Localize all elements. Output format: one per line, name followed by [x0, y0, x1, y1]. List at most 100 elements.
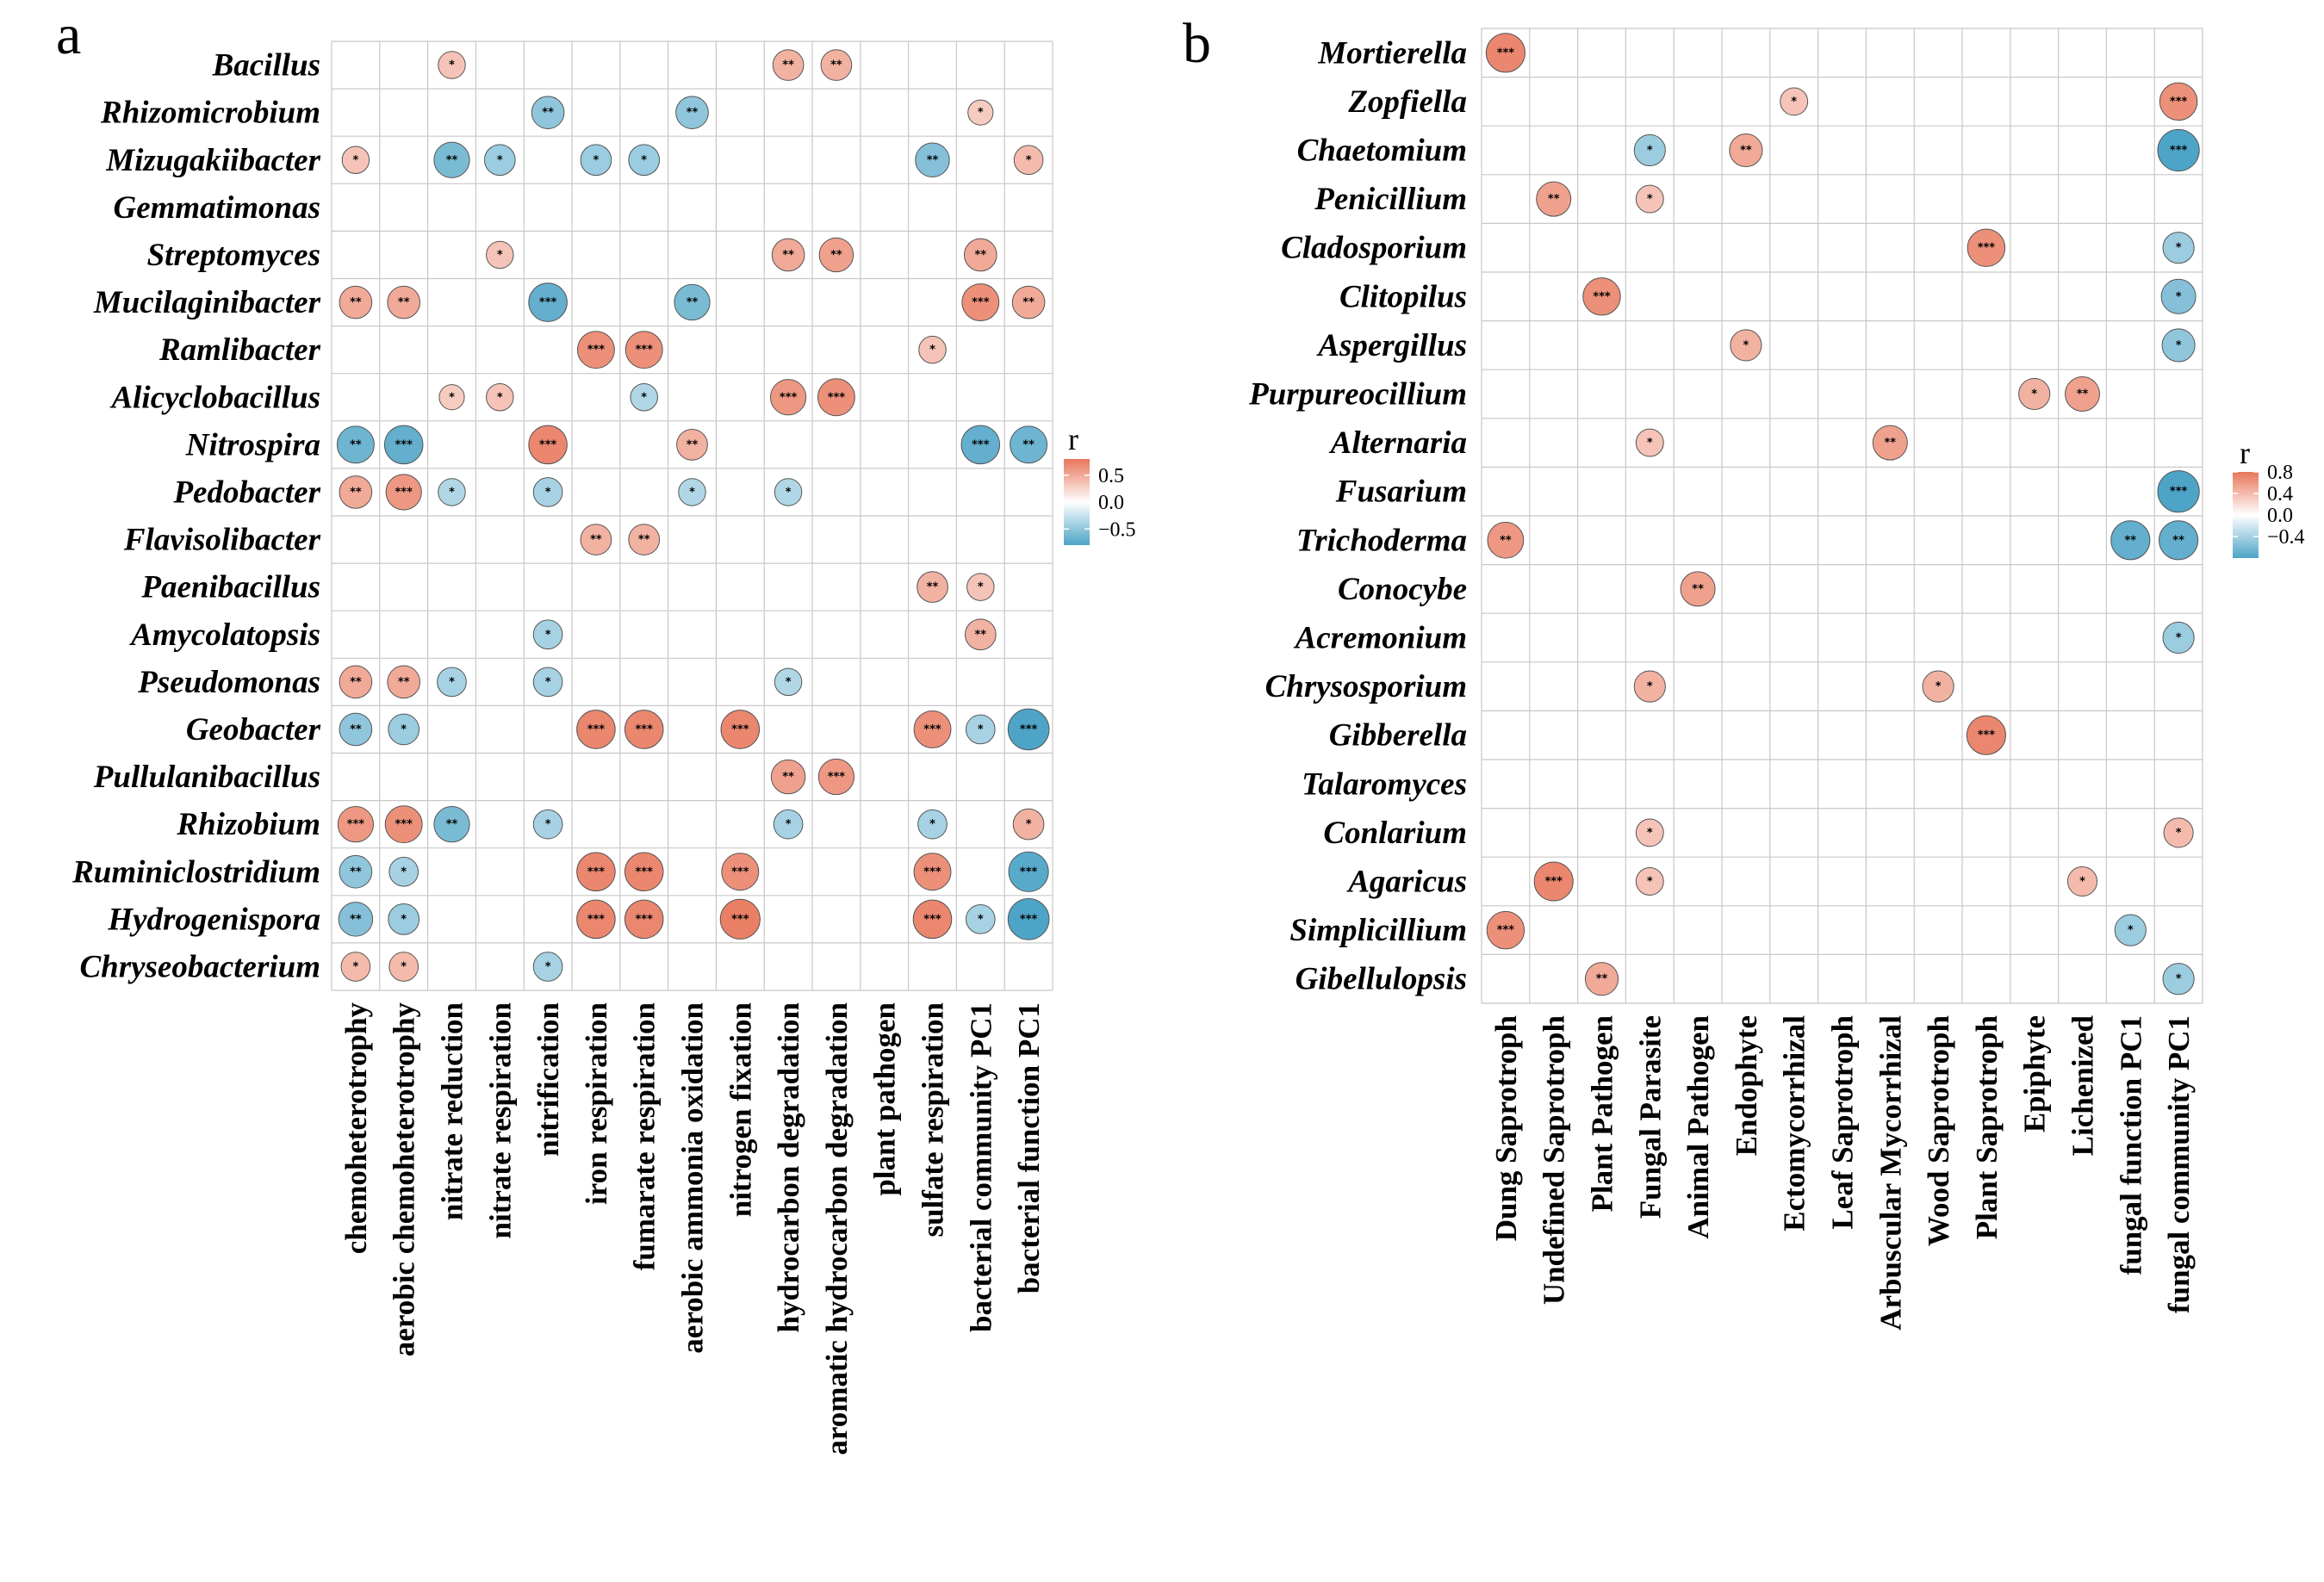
correlation-circle: [1007, 708, 1050, 751]
legend-tick-label: 0.5: [1098, 465, 1124, 487]
correlation-circle: [2114, 914, 2147, 946]
significance-mark: *: [786, 676, 792, 689]
panel-a-legend: r 0.5 0.0 −0.5: [1064, 422, 1136, 545]
significance-mark: *: [1026, 818, 1032, 831]
correlation-circle: [433, 141, 470, 178]
panel-a-grid: [331, 40, 1053, 991]
row-label: Simplicillium: [1289, 913, 1467, 948]
row-label: Alternaria: [1329, 425, 1467, 461]
row-label: Flavisolibacter: [123, 523, 321, 558]
correlation-circle: [964, 618, 997, 651]
correlation-circle: [1729, 133, 1763, 168]
correlation-circle: [769, 379, 807, 416]
correlation-circle: [719, 898, 761, 940]
significance-mark: ***: [347, 818, 365, 831]
correlation-circle: [437, 667, 467, 698]
correlation-circle: [1011, 285, 1046, 320]
significance-mark: **: [398, 676, 410, 689]
row-label: Cladosporium: [1281, 231, 1467, 266]
legend-tick-label: 0.0: [1098, 492, 1124, 514]
correlation-circle: [438, 478, 466, 506]
row-label: Gemmatimonas: [113, 190, 320, 226]
legend-tick-label: 0.8: [2267, 462, 2293, 484]
significance-mark: *: [401, 913, 407, 926]
panel-a-correlation-heatmap: a Bacillus Rhizomicrobium Mizugakiibacter Ge…: [56, 3, 1136, 1455]
significance-mark: ***: [1020, 865, 1038, 878]
column-label: fungal function PC1: [2114, 1015, 2147, 1275]
correlation-circle: [1007, 898, 1050, 940]
correlation-circle: [1635, 867, 1664, 896]
correlation-circle: [438, 384, 465, 411]
correlation-circle: [1582, 277, 1621, 316]
significance-mark: **: [2077, 388, 2089, 401]
significance-mark: ***: [539, 296, 557, 309]
significance-mark: *: [689, 486, 695, 499]
significance-mark: ***: [635, 723, 653, 736]
significance-mark: **: [830, 249, 842, 262]
significance-mark: ***: [587, 913, 606, 926]
significance-mark: *: [1647, 827, 1653, 840]
column-label: Dung Saprotroph: [1489, 1015, 1523, 1241]
column-label: plant pathogen: [868, 1002, 902, 1196]
significance-mark: ***: [2170, 145, 2188, 158]
row-label: Conocybe: [1338, 572, 1467, 607]
correlation-circle: [2157, 128, 2200, 172]
correlation-circle: [1872, 425, 1908, 461]
significance-mark: ***: [1593, 290, 1611, 303]
significance-mark: ***: [923, 913, 941, 926]
correlation-circle: [532, 667, 563, 698]
correlation-circle: [576, 710, 616, 749]
significance-mark: *: [401, 723, 407, 736]
correlation-circle: [2018, 377, 2051, 411]
correlation-circle: [339, 285, 373, 320]
significance-mark: *: [449, 391, 455, 404]
significance-mark: **: [350, 723, 362, 736]
significance-mark: **: [1022, 296, 1035, 309]
significance-mark: ***: [395, 818, 413, 831]
significance-mark: **: [446, 818, 458, 831]
column-label: fungal community PC1: [2162, 1015, 2196, 1313]
row-label: Pseudomonas: [137, 665, 320, 700]
column-label: nitrate respiration: [483, 1002, 517, 1238]
significance-mark: **: [782, 771, 794, 784]
significance-mark: *: [545, 629, 551, 642]
correlation-circle: [628, 524, 661, 555]
significance-mark: *: [1647, 145, 1653, 158]
row-label: Chryseobacterium: [79, 949, 320, 984]
correlation-circle: [2162, 963, 2195, 996]
row-label: Agaricus: [1346, 865, 1467, 900]
correlation-circle: [2110, 520, 2151, 561]
significance-mark: *: [449, 59, 455, 72]
row-label: Bacillus: [212, 48, 320, 84]
correlation-circle: [340, 952, 371, 982]
significance-mark: *: [1647, 193, 1653, 206]
correlation-circle: [1730, 329, 1762, 362]
row-label: Streptomyces: [147, 238, 320, 273]
legend-tick-label: −0.4: [2267, 526, 2305, 549]
correlation-circle: [675, 96, 709, 129]
column-label: aromatic hydrocarbon degradation: [820, 1002, 854, 1455]
significance-mark: **: [1548, 193, 1560, 206]
correlation-circle: [337, 806, 375, 843]
column-label: Epiphyte: [2018, 1015, 2052, 1132]
significance-mark: *: [1743, 339, 1749, 352]
correlation-circle: [1780, 87, 1809, 116]
correlation-circle: [387, 665, 421, 699]
correlation-circle: [770, 759, 806, 795]
panel-a-letter: a: [56, 3, 81, 66]
correlation-circle: [960, 425, 1001, 465]
row-label: Acremonium: [1294, 621, 1467, 656]
correlation-circle: [1485, 33, 1526, 73]
legend-title: r: [2240, 436, 2250, 470]
significance-mark: *: [593, 154, 599, 167]
significance-mark: ***: [923, 865, 941, 878]
significance-mark: **: [1692, 583, 1704, 596]
significance-mark: *: [545, 818, 551, 831]
correlation-circle: [532, 952, 563, 982]
row-label: Rhizomicrobium: [100, 96, 320, 131]
correlation-circle: [1012, 808, 1045, 841]
row-label: Pedobacter: [172, 475, 320, 510]
row-label: Nitrospira: [185, 427, 320, 462]
column-label: Ectomycorrhizal: [1778, 1015, 1811, 1231]
correlation-circle: [384, 805, 423, 844]
